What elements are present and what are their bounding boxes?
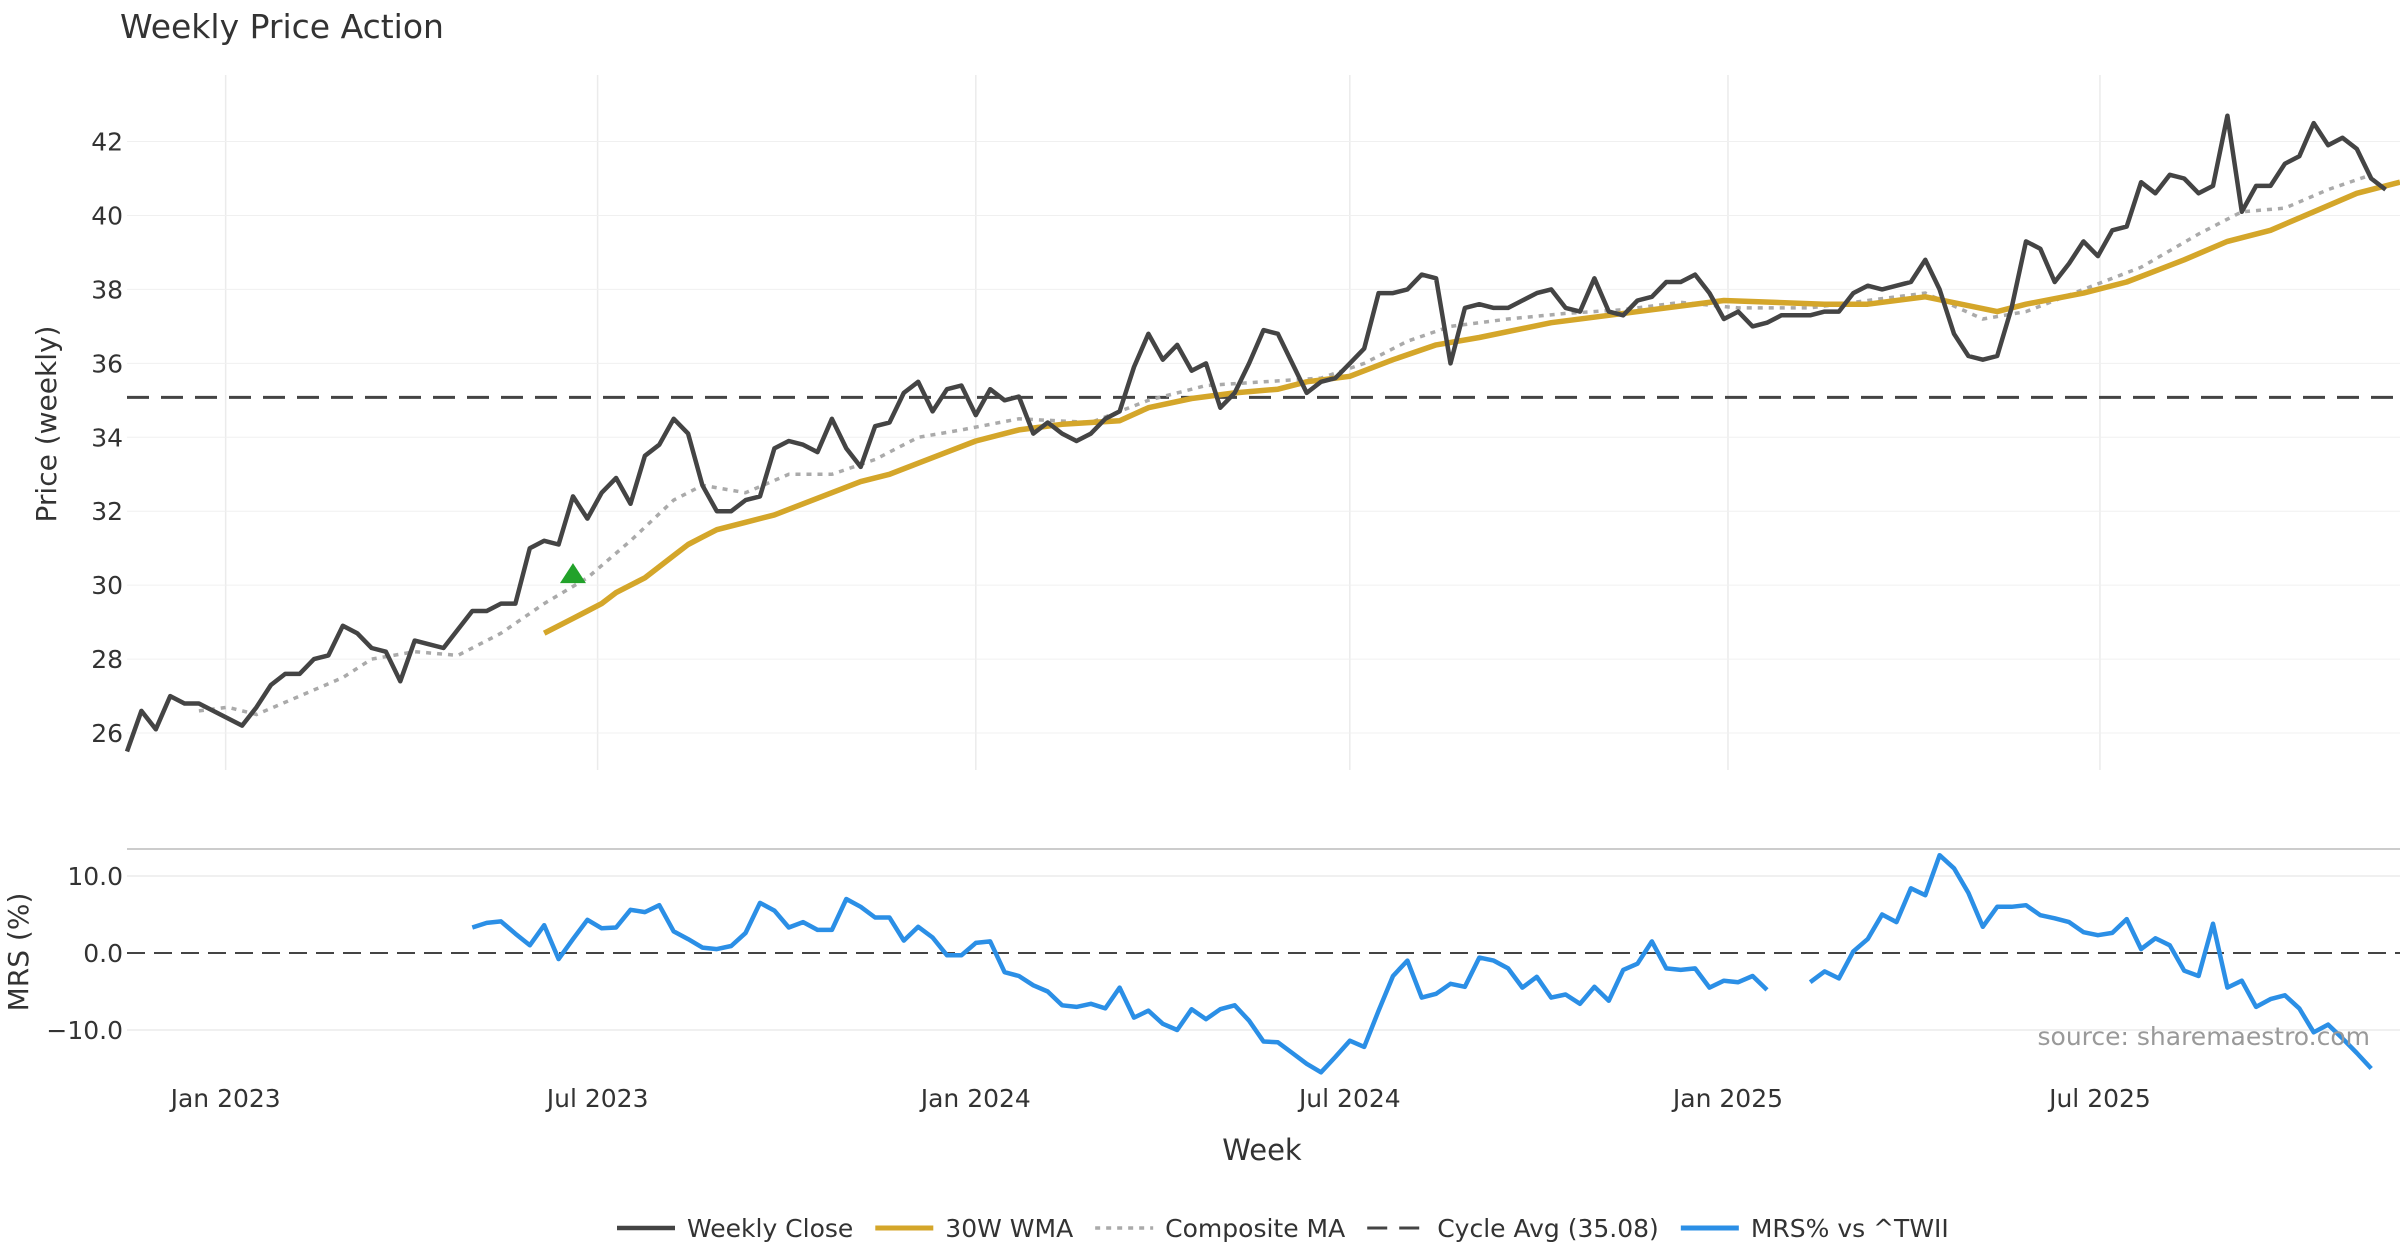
price-y-tick-label: 36 — [91, 349, 123, 378]
mrs-y-axis-label: MRS (%) — [2, 893, 35, 1012]
price-y-tick-label: 30 — [91, 571, 123, 600]
composite-ma-line — [198, 173, 2372, 717]
price-y-tick-label: 34 — [91, 423, 123, 452]
x-axis-ticks: Jan 2023 Jul 2023 Jan 2024 Jul 2024 Jan 2025… — [169, 1084, 2151, 1113]
legend-label: 30W WMA — [945, 1214, 1073, 1243]
price-panel: 26 28 30 32 34 36 38 40 42 Price (weekly) — [30, 75, 2400, 770]
price-y-axis-label: Price (weekly) — [30, 326, 63, 523]
mrs-y-tick-label: 0.0 — [83, 939, 123, 968]
mrs-y-tick-label: 10.0 — [67, 862, 123, 891]
price-y-tick-label: 40 — [91, 201, 123, 230]
legend-label: MRS% vs ^TWII — [1751, 1214, 1949, 1243]
weekly-close-line — [124, 113, 2387, 753]
chart-title: Weekly Price Action — [120, 7, 444, 46]
price-y-tick-label: 32 — [91, 497, 123, 526]
x-tick-label: Jan 2025 — [1671, 1084, 1783, 1113]
price-gridlines — [127, 75, 2400, 770]
x-tick-label: Jul 2023 — [545, 1084, 649, 1113]
price-y-ticks: 26 28 30 32 34 36 38 40 42 — [91, 128, 123, 748]
legend-label: Composite MA — [1165, 1214, 1345, 1243]
mrs-y-ticks: 10.0 0.0 −10.0 — [46, 862, 123, 1045]
x-tick-label: Jul 2025 — [2047, 1084, 2151, 1113]
mrs-panel: 10.0 0.0 −10.0 MRS (%) source: sharemaestr… — [2, 848, 2400, 1075]
mrs-line-segment — [471, 896, 1769, 1075]
price-y-tick-label: 38 — [91, 275, 123, 304]
x-tick-label: Jan 2023 — [169, 1084, 281, 1113]
x-axis-label: Week — [1222, 1133, 1302, 1167]
mrs-line-segment — [1808, 852, 2373, 1071]
buy-signal-triangle — [559, 563, 586, 584]
legend-label: Cycle Avg (35.08) — [1437, 1214, 1659, 1243]
price-y-tick-label: 42 — [91, 128, 123, 157]
legend: Weekly Close 30W WMA Composite MA Cycle Avg… — [617, 1214, 1949, 1243]
mrs-y-tick-label: −10.0 — [46, 1016, 123, 1045]
legend-label: Weekly Close — [687, 1214, 853, 1243]
mrs-line — [471, 852, 2373, 1075]
mrs-gridlines — [127, 875, 2400, 1031]
x-tick-label: Jan 2024 — [919, 1084, 1031, 1113]
wma-30w-line — [542, 179, 2400, 636]
source-annotation: source: sharemaestro.com — [2038, 1022, 2371, 1051]
price-y-tick-label: 28 — [91, 645, 123, 674]
x-tick-label: Jul 2024 — [1297, 1084, 1401, 1113]
price-y-tick-label: 26 — [91, 719, 123, 748]
